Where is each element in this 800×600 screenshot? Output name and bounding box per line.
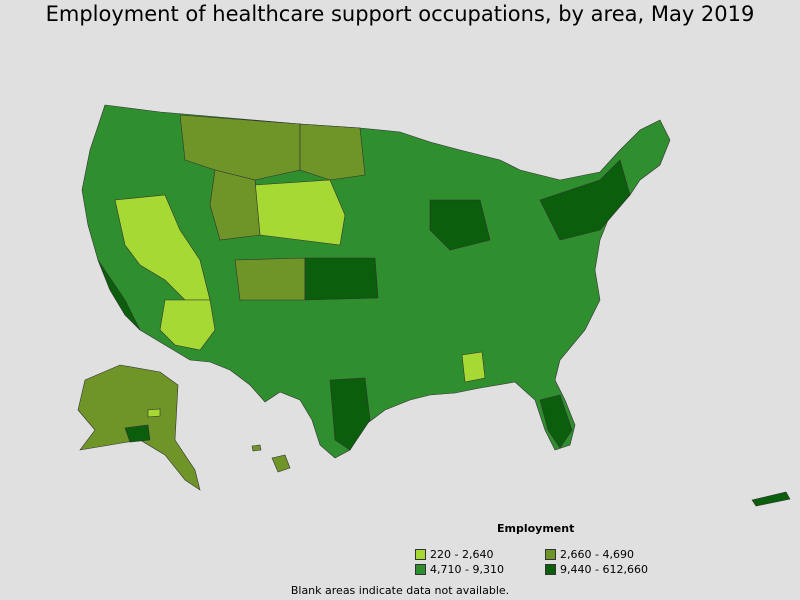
legend-swatch-1 [415,549,426,560]
region-dark-california [97,259,141,331]
legend-swatch-2 [545,549,556,560]
region-light-wyoming [254,179,346,246]
region-dark-northeast [539,159,631,241]
legend-label-3: 4,710 - 9,310 [430,563,504,576]
legend-title: Employment [497,522,575,535]
region-dark-florida [539,394,573,449]
region-olive-plains [299,123,366,181]
hawaii-island-small [251,444,262,452]
legend-label-1: 220 - 2,640 [430,548,494,561]
region-light-south [461,351,486,383]
region-light-arizona [159,299,216,351]
legend-item-4: 9,440 - 612,660 [545,563,648,576]
region-dark-kansas [304,257,379,301]
alaska-dark-region [124,424,151,443]
legend-label-2: 2,660 - 4,690 [560,548,634,561]
map-title: Employment of healthcare support occupat… [45,2,755,26]
legend-item-3: 4,710 - 9,310 [415,563,504,576]
legend-label-4: 9,440 - 612,660 [560,563,648,576]
hawaii-shape [271,454,291,473]
legend-swatch-3 [415,564,426,575]
region-olive-wyoming [209,169,261,241]
region-dark-midwest [429,199,491,251]
legend-item-1: 220 - 2,640 [415,548,493,561]
puerto-rico-shape [751,491,791,507]
alaska-light-region [147,408,161,418]
legend-item-2: 2,660 - 4,690 [545,548,634,561]
region-dark-texas [329,377,371,451]
footnote: Blank areas indicate data not available. [290,584,510,597]
region-olive-colorado [234,257,306,301]
legend-swatch-4 [545,564,556,575]
